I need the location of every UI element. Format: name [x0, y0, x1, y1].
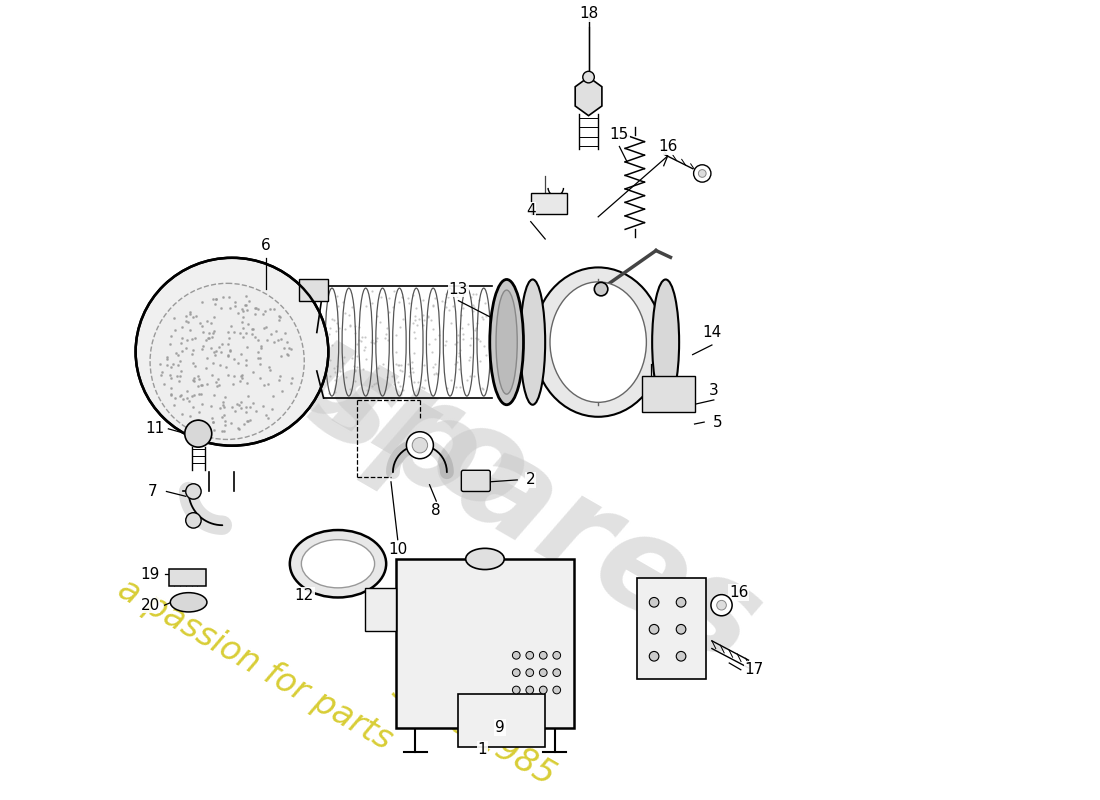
Text: 16: 16 — [658, 139, 678, 154]
Ellipse shape — [550, 282, 647, 402]
Text: 9: 9 — [495, 720, 505, 735]
Circle shape — [526, 651, 534, 659]
FancyBboxPatch shape — [530, 193, 568, 214]
Ellipse shape — [652, 279, 679, 405]
Circle shape — [676, 625, 686, 634]
Circle shape — [594, 282, 608, 296]
FancyBboxPatch shape — [641, 376, 694, 413]
Circle shape — [526, 669, 534, 677]
Circle shape — [406, 432, 433, 458]
Circle shape — [186, 513, 201, 528]
Text: 3: 3 — [710, 382, 718, 398]
Ellipse shape — [465, 548, 504, 570]
FancyBboxPatch shape — [459, 694, 546, 747]
Text: 11: 11 — [145, 422, 165, 436]
Text: 16: 16 — [729, 585, 749, 600]
Text: 5: 5 — [713, 414, 723, 430]
Text: 18: 18 — [579, 6, 598, 21]
Text: 8: 8 — [431, 503, 441, 518]
Ellipse shape — [150, 283, 305, 439]
Text: 13: 13 — [449, 282, 469, 297]
Circle shape — [539, 651, 547, 659]
Circle shape — [649, 625, 659, 634]
Polygon shape — [575, 77, 602, 116]
Circle shape — [185, 420, 211, 447]
Ellipse shape — [490, 279, 524, 405]
Text: a passion for parts: a passion for parts — [111, 573, 397, 757]
FancyBboxPatch shape — [299, 279, 329, 301]
Text: 20: 20 — [141, 598, 160, 613]
Circle shape — [513, 669, 520, 677]
Text: since 1985: since 1985 — [386, 673, 561, 792]
FancyBboxPatch shape — [396, 559, 574, 727]
Text: 1: 1 — [477, 742, 487, 758]
Text: 14: 14 — [702, 325, 722, 340]
Circle shape — [186, 484, 201, 499]
Ellipse shape — [135, 258, 329, 446]
Ellipse shape — [496, 290, 517, 394]
Circle shape — [583, 71, 594, 83]
Text: 6: 6 — [261, 238, 271, 254]
Circle shape — [513, 686, 520, 694]
Circle shape — [649, 598, 659, 607]
Circle shape — [676, 598, 686, 607]
Circle shape — [526, 686, 534, 694]
Circle shape — [539, 669, 547, 677]
Ellipse shape — [534, 267, 663, 417]
Text: 15: 15 — [609, 127, 629, 142]
Circle shape — [676, 651, 686, 661]
Text: 17: 17 — [745, 662, 763, 678]
Circle shape — [513, 651, 520, 659]
Ellipse shape — [170, 593, 207, 612]
Text: 10: 10 — [388, 542, 407, 557]
Circle shape — [711, 594, 733, 616]
Text: spares: spares — [289, 332, 782, 690]
Circle shape — [553, 686, 561, 694]
Circle shape — [553, 669, 561, 677]
Circle shape — [539, 686, 547, 694]
Ellipse shape — [289, 530, 386, 598]
Text: 7: 7 — [148, 484, 157, 499]
Text: 4: 4 — [526, 202, 536, 218]
FancyBboxPatch shape — [461, 470, 491, 491]
Circle shape — [649, 651, 659, 661]
Circle shape — [694, 165, 711, 182]
Text: euro: euro — [194, 265, 551, 545]
Circle shape — [412, 438, 428, 453]
Circle shape — [553, 651, 561, 659]
Circle shape — [698, 170, 706, 178]
Circle shape — [717, 600, 726, 610]
FancyBboxPatch shape — [365, 588, 396, 631]
FancyBboxPatch shape — [637, 578, 706, 679]
Ellipse shape — [301, 540, 375, 588]
Ellipse shape — [520, 279, 546, 405]
FancyBboxPatch shape — [169, 569, 206, 586]
Text: 12: 12 — [295, 588, 313, 603]
Text: 2: 2 — [526, 473, 536, 487]
Text: 19: 19 — [141, 567, 160, 582]
